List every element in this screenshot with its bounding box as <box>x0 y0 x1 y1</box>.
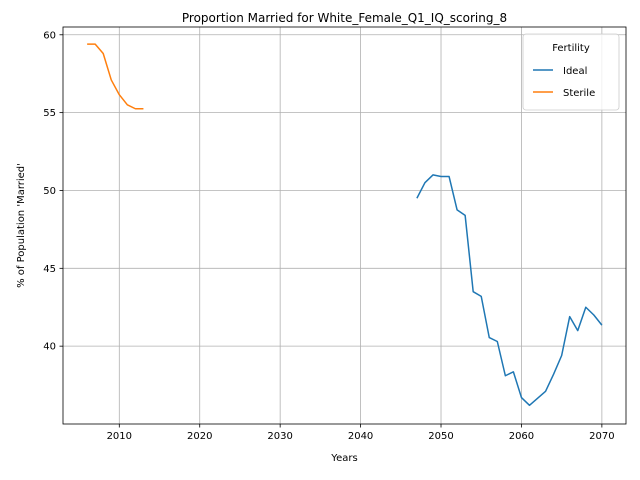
series-layer <box>87 43 603 407</box>
series-line-sterile <box>87 43 144 110</box>
legend-item-label: Sterile <box>563 88 595 99</box>
legend-title: Fertility <box>552 43 590 54</box>
grid-lines <box>63 27 626 424</box>
plot-frame <box>62 26 627 425</box>
x-tick-label: 2020 <box>187 431 212 442</box>
y-tick-label: 55 <box>43 108 56 119</box>
x-tick-label: 2060 <box>509 431 534 442</box>
y-axis-label: % of Population 'Married' <box>16 163 27 288</box>
x-tick-label: 2040 <box>348 431 373 442</box>
chart-title: Proportion Married for White_Female_Q1_I… <box>182 11 507 25</box>
x-tick-label: 2030 <box>267 431 292 442</box>
series-line-ideal <box>416 174 603 407</box>
y-tick-label: 50 <box>43 186 56 197</box>
y-axis: 40 45 50 55 60 <box>43 30 63 353</box>
y-tick-label: 40 <box>43 342 56 353</box>
legend-item-label: Ideal <box>563 66 587 77</box>
legend: Fertility Ideal Sterile <box>522 33 620 111</box>
y-tick-label: 60 <box>43 30 56 41</box>
x-tick-label: 2010 <box>107 431 132 442</box>
x-tick-label: 2050 <box>428 431 453 442</box>
x-tick-label: 2070 <box>589 431 614 442</box>
legend-box <box>522 33 620 111</box>
x-axis-label: Years <box>330 453 357 464</box>
x-axis: 2010 2020 2030 2040 2050 2060 2070 <box>107 424 615 442</box>
y-tick-label: 45 <box>43 264 56 275</box>
